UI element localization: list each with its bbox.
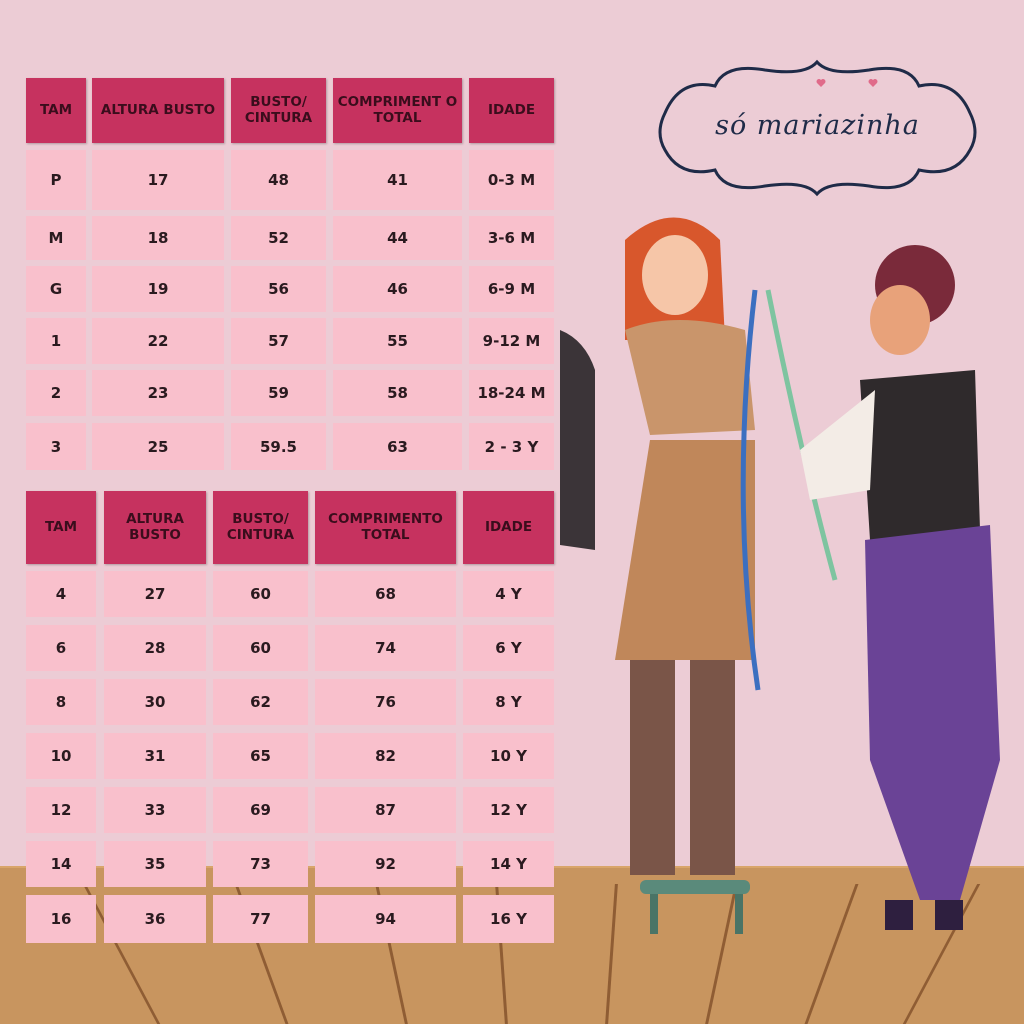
table-cell: P [26,150,86,210]
table-cell: 46 [333,266,462,312]
column-header: COMPRIMENTO TOTAL [315,491,456,564]
column-header: BUSTO/ CINTURA [231,78,326,143]
table-cell: 92 [315,841,456,887]
table-cell: 10 [26,733,96,779]
table-cell: 18-24 M [469,370,554,416]
table-cell: 6 Y [463,625,554,671]
table-cell: 94 [315,895,456,943]
table-cell: 23 [92,370,224,416]
table-cell: 60 [213,571,308,617]
brand-logo: só mariazinha [655,58,980,198]
column-header: BUSTO/ CINTURA [213,491,308,564]
column-header: ALTURA BUSTO [92,78,224,143]
table-cell: 31 [104,733,206,779]
column-header: ALTURA BUSTO [104,491,206,564]
table-cell: 9-12 M [469,318,554,364]
table-cell: 55 [333,318,462,364]
table-cell: 82 [315,733,456,779]
table-cell: 48 [231,150,326,210]
table-cell: 10 Y [463,733,554,779]
table-cell: 6-9 M [469,266,554,312]
table-cell: 28 [104,625,206,671]
table-cell: 59 [231,370,326,416]
table-cell: 59.5 [231,423,326,470]
table-cell: 8 [26,679,96,725]
tailor-illustration [560,217,1000,934]
table-cell: 27 [104,571,206,617]
table-cell: 3 [26,423,86,470]
table-cell: 62 [213,679,308,725]
table-cell: 74 [315,625,456,671]
table-cell: 35 [104,841,206,887]
table-cell: 12 [26,787,96,833]
table-cell: 4 Y [463,571,554,617]
table-cell: 30 [104,679,206,725]
table-cell: 0-3 M [469,150,554,210]
table-cell: 36 [104,895,206,943]
table-cell: 19 [92,266,224,312]
table-cell: 22 [92,318,224,364]
table-cell: 60 [213,625,308,671]
table-cell: 3-6 M [469,216,554,260]
table-cell: 8 Y [463,679,554,725]
table-cell: 65 [213,733,308,779]
table-cell: 69 [213,787,308,833]
table-cell: 33 [104,787,206,833]
table-cell: G [26,266,86,312]
table-cell: 63 [333,423,462,470]
table-cell: 2 - 3 Y [469,423,554,470]
table-cell: 6 [26,625,96,671]
table-cell: 56 [231,266,326,312]
table-cell: 2 [26,370,86,416]
table-cell: 68 [315,571,456,617]
table-cell: 77 [213,895,308,943]
table-cell: 25 [92,423,224,470]
table-cell: 12 Y [463,787,554,833]
table-cell: 4 [26,571,96,617]
column-header: IDADE [463,491,554,564]
column-header: TAM [26,78,86,143]
table-cell: 17 [92,150,224,210]
column-header: IDADE [469,78,554,143]
table-cell: 87 [315,787,456,833]
column-header: COMPRIMENT O TOTAL [333,78,462,143]
table-cell: 41 [333,150,462,210]
table-cell: 57 [231,318,326,364]
table-cell: 52 [231,216,326,260]
table-cell: M [26,216,86,260]
table-cell: 44 [333,216,462,260]
table-cell: 1 [26,318,86,364]
table-cell: 16 Y [463,895,554,943]
table-cell: 14 [26,841,96,887]
ornamental-frame-icon [658,59,977,197]
table-cell: 16 [26,895,96,943]
table-cell: 73 [213,841,308,887]
brand-name: só mariazinha [715,110,920,141]
column-header: TAM [26,491,96,564]
table-cell: 76 [315,679,456,725]
table-cell: 18 [92,216,224,260]
table-cell: 14 Y [463,841,554,887]
table-cell: 58 [333,370,462,416]
